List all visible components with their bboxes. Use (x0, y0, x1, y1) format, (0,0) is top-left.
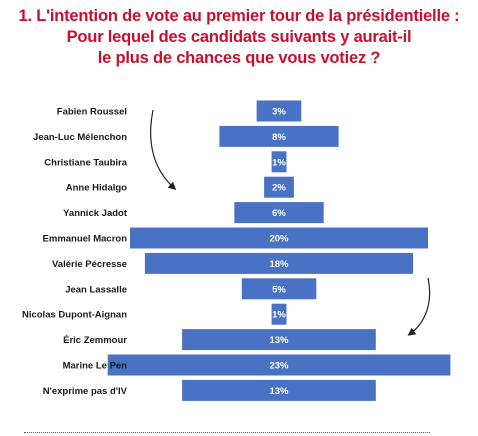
value-label-5: 20% (269, 234, 289, 245)
category-label-6: Valérie Pécresse (52, 259, 127, 270)
bar-11 (182, 379, 376, 401)
category-label-1: Jean-Luc Mélenchon (33, 132, 127, 143)
category-label-10: Marine Le Pen (63, 361, 128, 372)
category-label-11: N'exprime pas d'IV (43, 386, 128, 397)
value-label-10: 23% (269, 361, 289, 372)
value-label-1: 8% (272, 132, 286, 143)
arrow-upper-icon (150, 109, 177, 191)
bar-2 (271, 151, 287, 173)
value-label-0: 3% (272, 107, 286, 118)
category-label-3: Anne Hidalgo (66, 183, 127, 194)
category-labels-layer: Fabien Roussel Jean-Luc Mélenchon Christia… (22, 107, 128, 397)
category-label-2: Christiane Taubira (44, 157, 127, 168)
category-label-8: Nicolas Dupont-Aignan (22, 310, 127, 321)
bar-7 (241, 278, 317, 300)
category-label-9: Éric Zemmour (63, 335, 127, 346)
bar-1 (219, 125, 339, 147)
value-label-9: 13% (269, 335, 289, 346)
bar-3 (264, 176, 294, 198)
value-label-4: 6% (272, 208, 286, 219)
category-label-5: Emmanuel Macron (43, 234, 128, 245)
title-line-2: Pour lequel des candidats suivants y aur… (66, 28, 412, 46)
category-label-4: Yannick Jadot (63, 208, 128, 219)
bars-layer: 3% 8% 1% 2% 6% 20% 18% 5% 1% 13% 23% 13% (107, 100, 451, 401)
value-label-2: 1% (272, 157, 286, 168)
value-label-6: 18% (269, 259, 289, 270)
bar-8 (271, 303, 287, 325)
category-label-7: Jean Lassalle (65, 284, 127, 295)
bar-10 (107, 354, 451, 376)
bar-5 (130, 227, 428, 249)
bar-6 (144, 252, 414, 274)
bar-9 (182, 329, 376, 351)
bar-0 (256, 100, 302, 122)
arrow-lower-icon (407, 277, 431, 336)
value-label-7: 5% (272, 284, 286, 295)
value-label-8: 1% (272, 310, 286, 321)
title-line-1: 1. L'intention de vote au premier tour d… (18, 7, 460, 25)
footer-dotted-divider (24, 432, 430, 433)
bar-4 (234, 202, 324, 224)
value-label-11: 13% (269, 386, 289, 397)
title-line-3: le plus de chances que vous votiez ? (97, 49, 381, 67)
category-label-0: Fabien Roussel (57, 107, 127, 118)
chart-title: 1. L'intention de vote au premier tour d… (0, 6, 478, 69)
value-label-3: 2% (272, 183, 286, 194)
